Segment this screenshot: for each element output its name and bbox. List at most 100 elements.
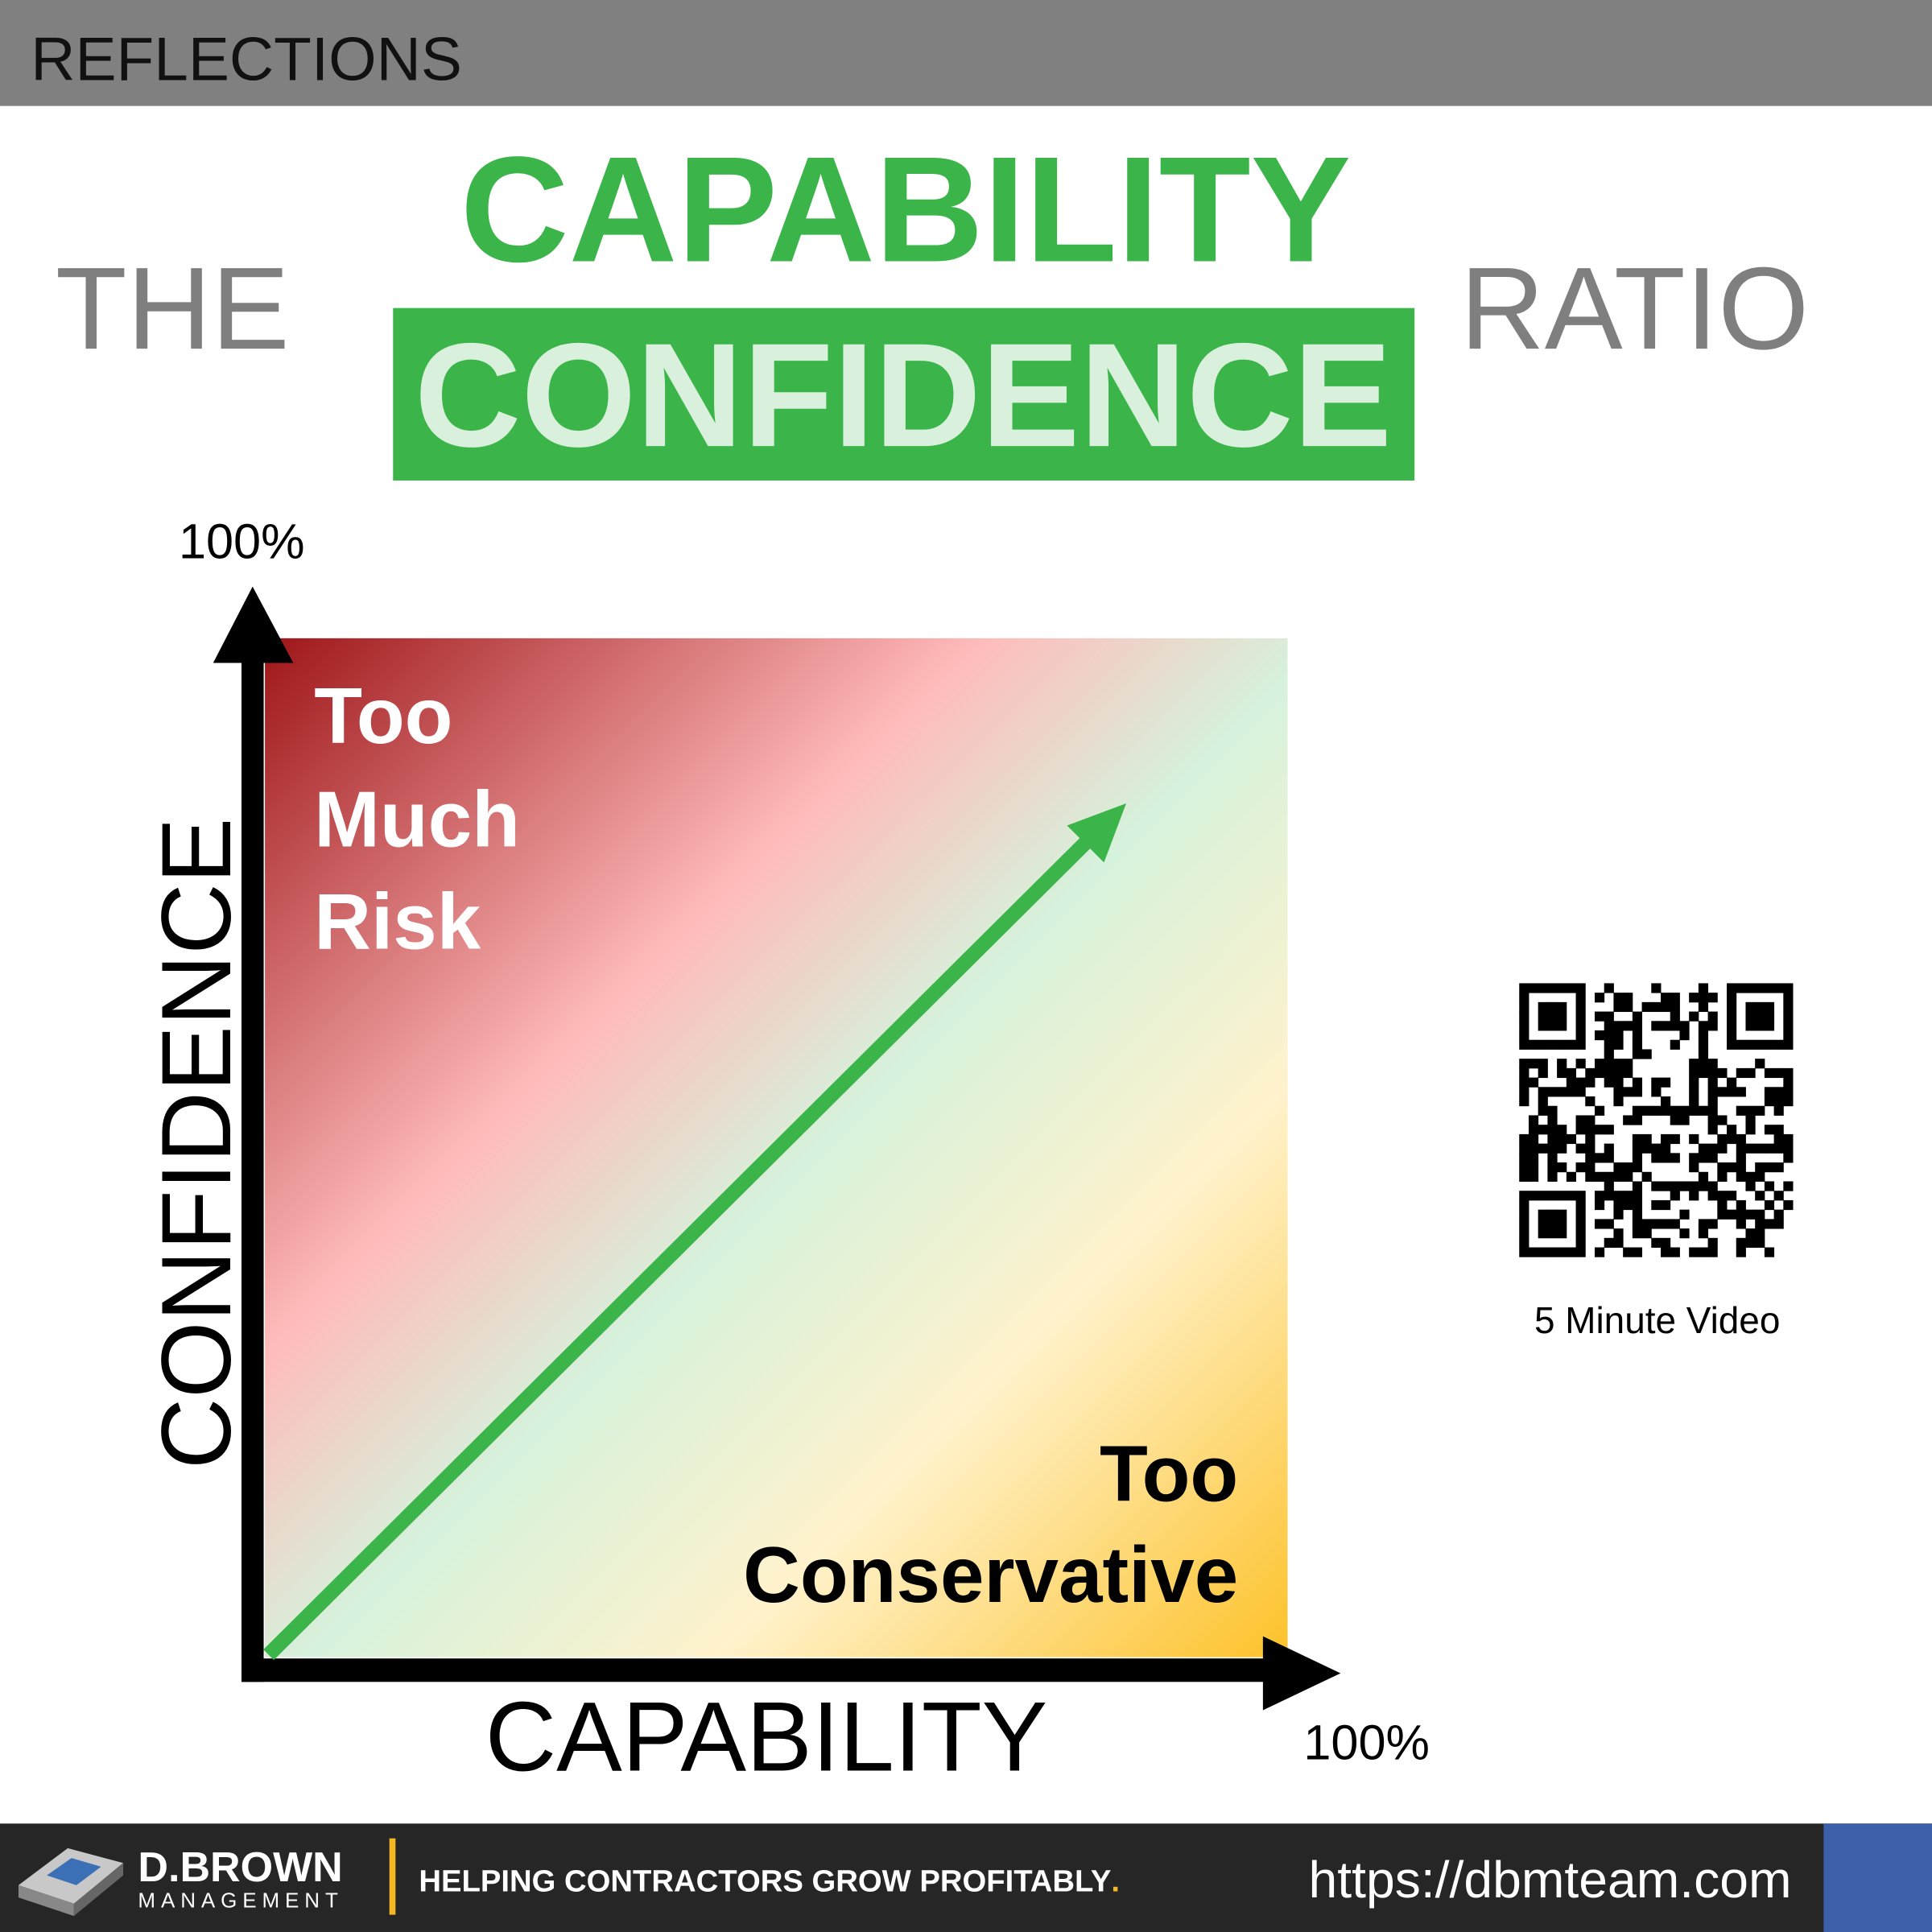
qr-module — [1519, 1171, 1530, 1182]
qr-module — [1641, 1228, 1652, 1239]
qr-module — [1727, 1001, 1737, 1013]
qr-module — [1547, 1153, 1558, 1163]
qr-module — [1594, 1125, 1605, 1135]
qr-module — [1755, 1191, 1765, 1201]
zone-label: Too — [314, 671, 452, 760]
zone-label: Too — [1100, 1429, 1238, 1517]
qr-module — [1670, 1021, 1680, 1031]
qr-module — [1528, 1133, 1539, 1145]
qr-caption: 5 Minute Video — [1534, 1299, 1780, 1341]
qr-module — [1670, 1191, 1680, 1201]
qr-module — [1528, 1125, 1539, 1135]
qr-module — [1604, 1077, 1614, 1088]
qr-module — [1764, 1199, 1775, 1211]
qr-module — [1773, 1209, 1784, 1220]
qr-module — [1566, 1133, 1577, 1145]
qr-module — [1727, 1077, 1737, 1088]
qr-module — [1566, 983, 1577, 993]
qr-module — [1661, 993, 1671, 1003]
qr-module — [1764, 1067, 1775, 1079]
qr-module — [1689, 1067, 1699, 1079]
qr-module — [1604, 1143, 1614, 1154]
qr-module — [1585, 1133, 1596, 1145]
qr-module — [1538, 1247, 1548, 1257]
qr-module — [1557, 1133, 1567, 1145]
qr-module — [1670, 1181, 1680, 1191]
qr-module — [1547, 1021, 1558, 1031]
qr-module — [1557, 1162, 1567, 1173]
qr-module — [1783, 1021, 1794, 1031]
qr-module — [1689, 1162, 1699, 1173]
qr-module — [1670, 1105, 1680, 1116]
qr-module — [1547, 1191, 1558, 1201]
qr-module — [1547, 1228, 1558, 1239]
qr-module — [1594, 1105, 1605, 1116]
qr-module — [1604, 1021, 1614, 1031]
qr-module — [1707, 1096, 1718, 1107]
qr-module — [1632, 1011, 1643, 1022]
qr-module — [1651, 1105, 1662, 1116]
qr-module — [1547, 1171, 1558, 1182]
qr-module — [1679, 1209, 1690, 1220]
qr-module — [1764, 1096, 1775, 1107]
qr-module — [1557, 1087, 1567, 1097]
qr-module — [1547, 1219, 1558, 1229]
qr-module — [1689, 993, 1699, 1003]
qr-module — [1519, 1162, 1530, 1173]
qr-module — [1783, 1011, 1794, 1022]
qr-module — [1594, 1067, 1605, 1079]
qr-module — [1566, 1077, 1577, 1088]
qr-module — [1755, 1228, 1765, 1239]
qr-module — [1698, 1219, 1709, 1229]
qr-module — [1707, 1105, 1718, 1116]
qr-module — [1670, 993, 1680, 1003]
qr-module — [1689, 1247, 1699, 1257]
qr-module — [1755, 1105, 1765, 1116]
qr-module — [1651, 1077, 1662, 1088]
qr-module — [1594, 1171, 1605, 1182]
qr-module — [1538, 1209, 1548, 1220]
qr-module — [1528, 1171, 1539, 1182]
qr-module — [1528, 1153, 1539, 1163]
qr-module — [1604, 1181, 1614, 1191]
qr-module — [1632, 1209, 1643, 1220]
qr-module — [1707, 1237, 1718, 1248]
qr-module — [1557, 1039, 1567, 1050]
qr-module — [1585, 1096, 1596, 1107]
qr-module — [1773, 1191, 1784, 1201]
qr-module — [1736, 1171, 1746, 1182]
qr-module — [1641, 1133, 1652, 1145]
y-axis-max: 100% — [179, 514, 305, 568]
qr-module — [1661, 1181, 1671, 1191]
qr-module — [1613, 1191, 1624, 1201]
qr-module — [1538, 1087, 1548, 1097]
qr-module — [1604, 1237, 1614, 1248]
qr-module — [1538, 1067, 1548, 1079]
qr-module — [1557, 1011, 1567, 1022]
qr-module — [1632, 1181, 1643, 1191]
qr-module — [1519, 1199, 1530, 1211]
qr-module — [1575, 1115, 1586, 1125]
qr-module — [1727, 1087, 1737, 1097]
qr-module — [1547, 1247, 1558, 1257]
qr-module — [1736, 1087, 1746, 1097]
qr-module — [1727, 1011, 1737, 1022]
qr-module — [1604, 1219, 1614, 1229]
qr-module — [1575, 1237, 1586, 1248]
qr-module — [1717, 1143, 1728, 1154]
qr-module — [1698, 1067, 1709, 1079]
qr-module — [1613, 1171, 1624, 1182]
footer-bar — [0, 1823, 1932, 1932]
qr-module — [1604, 1067, 1614, 1079]
qr-module — [1632, 1143, 1643, 1154]
qr-module — [1519, 1039, 1530, 1050]
qr-module — [1613, 1162, 1624, 1173]
qr-module — [1661, 1133, 1671, 1145]
qr-module — [1641, 1143, 1652, 1154]
qr-module — [1575, 1143, 1586, 1154]
qr-module — [1670, 1115, 1680, 1125]
qr-module — [1698, 1153, 1709, 1163]
qr-module — [1613, 1039, 1624, 1050]
qr-module — [1783, 1001, 1794, 1013]
qr-module — [1661, 1199, 1671, 1211]
